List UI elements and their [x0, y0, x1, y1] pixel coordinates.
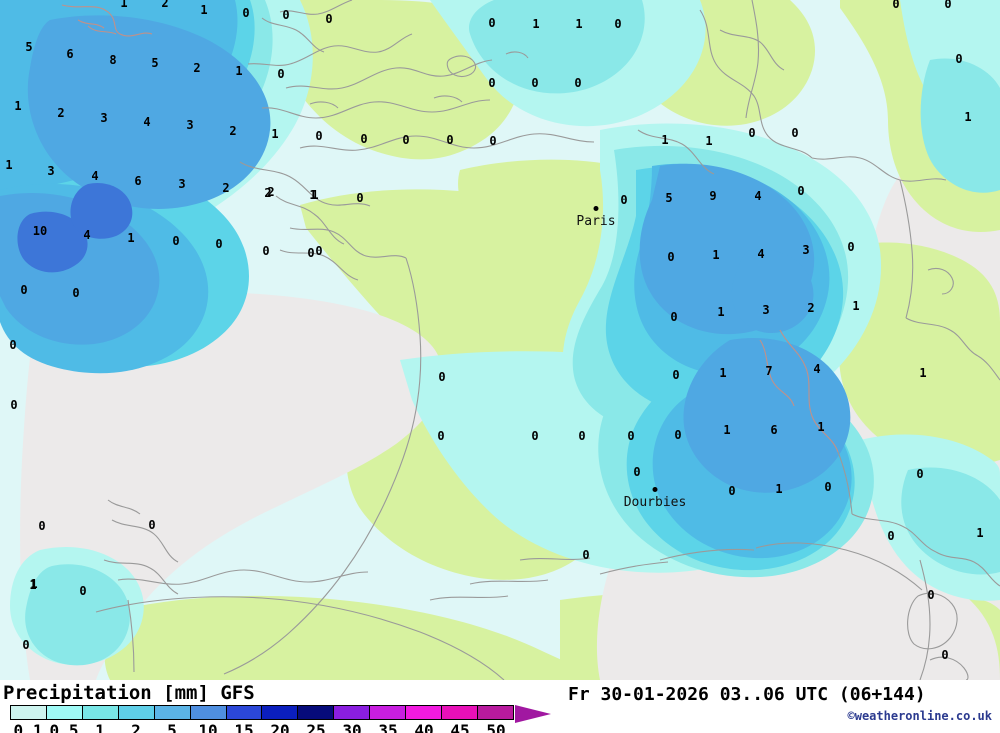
colorbar-swatch[interactable] — [369, 706, 406, 719]
colorbar-tick: 1 — [95, 721, 105, 733]
colorbar-swatch[interactable] — [333, 706, 370, 719]
footer: Precipitation [mm] GFS Fr 30-01-2026 03.… — [0, 680, 1000, 733]
colorbar-tick: 0.5 — [49, 721, 79, 733]
colorbar-tick: 0.1 — [13, 721, 43, 733]
colorbar-tick: 20 — [270, 721, 290, 733]
colorbar-swatch[interactable] — [189, 706, 226, 719]
colorbar-tick: 5 — [167, 721, 177, 733]
colorbar-swatch[interactable] — [225, 706, 262, 719]
colorbar-swatch[interactable] — [261, 706, 298, 719]
colorbar-swatch[interactable] — [45, 706, 82, 719]
colorbar-swatch[interactable] — [153, 706, 190, 719]
colorbar-swatch[interactable] — [297, 706, 334, 719]
colorbar-tick: 50 — [486, 721, 506, 733]
chart-title: Precipitation [mm] GFS — [3, 682, 255, 704]
precip-band-15 — [17, 182, 133, 273]
colorbar-wrap — [10, 705, 514, 720]
colorbar-tick: 2 — [131, 721, 141, 733]
colorbar-swatch[interactable] — [81, 706, 118, 719]
colorbar-tick: 35 — [378, 721, 398, 733]
colorbar-swatch[interactable] — [11, 706, 46, 719]
colorbar-tick: 40 — [414, 721, 434, 733]
colorbar-tick: 25 — [306, 721, 326, 733]
precipitation-map[interactable]: 1 2 1 0 5 6 8 5 2 1 1 2 3 4 3 2 1 1 3 4 6 3 2 2 1 10 4 1 0 0 0 0 0 0 0 0 1 0 0… — [0, 0, 1000, 680]
colorbar-tick: 45 — [450, 721, 470, 733]
map-graphics — [0, 0, 1000, 680]
colorbar-overflow-arrow — [515, 705, 551, 723]
colorbar-swatch[interactable] — [117, 706, 154, 719]
colorbar-swatch[interactable] — [476, 706, 513, 719]
copyright-notice: ©weatheronline.co.uk — [847, 709, 993, 723]
valid-datetime: Fr 30-01-2026 03..06 UTC (06+144) — [568, 684, 926, 705]
colorbar-swatch[interactable] — [405, 706, 442, 719]
country-borders — [61, 0, 1000, 680]
colorbar-tick: 10 — [198, 721, 218, 733]
colorbar-tick: 15 — [234, 721, 254, 733]
colorbar-tick-labels: 0.1 0.5 1 2 5 10 15 20 25 30 35 40 45 50 — [0, 721, 540, 733]
colorbar-swatch[interactable] — [441, 706, 477, 719]
colorbar-tick: 30 — [342, 721, 362, 733]
precipitation-colorbar[interactable] — [10, 705, 514, 720]
